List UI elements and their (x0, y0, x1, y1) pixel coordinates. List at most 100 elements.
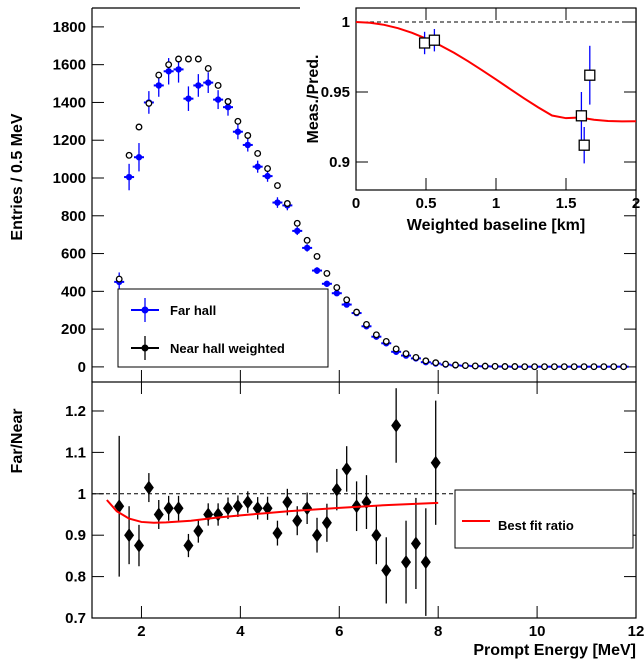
spectrum-series-1-point (224, 98, 232, 105)
spectrum-series-1-point (274, 182, 281, 190)
spectrum-series-1-point (184, 55, 192, 63)
spectrum-ytick-label: 1000 (53, 170, 86, 187)
spectrum-series-0-point (195, 82, 202, 89)
spectrum-series-1-point (382, 337, 390, 345)
spectrum-series-1-point (363, 320, 370, 328)
spectrum-series-1-point (481, 362, 489, 370)
ratio-ytick-label: 1 (78, 486, 86, 503)
inset-series-0-point (428, 34, 441, 46)
spectrum-ytick-label: 800 (61, 208, 86, 225)
spectrum-series-0-point (294, 227, 301, 235)
spectrum-series-0-point (333, 290, 340, 297)
ratio-series-0-point (430, 455, 441, 470)
spectrum-series-0-point (214, 96, 222, 103)
spectrum-series-0-point (264, 172, 271, 180)
ratio-panel: 0.7 0.8 0.9 1 1.1 1.2 2 4 6 8 10 12 Far/Near Prompt E… (9, 381, 644, 659)
spectrum-series-0-point (313, 267, 321, 274)
spectrum-series-1-point (323, 269, 331, 277)
ratio-series-0-point (331, 482, 342, 497)
spectrum-series-1-point (283, 200, 291, 207)
spectrum-series-1-point (293, 219, 301, 227)
ratio-series-0-point (410, 536, 421, 551)
spectrum-series-1-point (353, 308, 361, 316)
spectrum-series-1-point (194, 55, 202, 63)
ratio-series-1-line (106, 499, 439, 524)
ratio-series-0-point (371, 528, 382, 543)
ratio-series-0-point (153, 507, 164, 522)
spectrum-series-1-point (442, 360, 450, 368)
spectrum-series-1-point (125, 151, 133, 159)
ratio-ytick-label: 1.2 (65, 403, 86, 420)
inset-xtick-label: 0.5 (416, 195, 437, 212)
spectrum-series-1-point (461, 362, 469, 370)
spectrum-series-0-point (224, 103, 232, 111)
spectrum-series-1-point (333, 284, 341, 292)
inset-ylabel: Meas./Pred. (305, 55, 322, 144)
inset-xtick-label: 1 (492, 195, 500, 212)
spectrum-series-1-point (521, 363, 529, 371)
spectrum-series-1-point (135, 123, 143, 131)
ratio-xtick-label: 2 (137, 623, 145, 640)
spectrum-series-1-point (560, 363, 568, 371)
inset-xtick-label: 1.5 (556, 195, 577, 212)
ratio-series-0-point (391, 418, 402, 433)
ratio-series-0-point (124, 528, 135, 543)
ratio-series-0-point (232, 499, 243, 514)
spectrum-series-0-point (303, 244, 311, 252)
spectrum-ytick-label: 400 (61, 283, 86, 300)
inset-series-0-point (578, 139, 590, 151)
ratio-series-0-point (312, 528, 323, 543)
spectrum-series-1-point (570, 363, 578, 371)
spectrum-series-1-point (115, 275, 123, 283)
spectrum-series-1-point (303, 236, 311, 244)
ratio-xtick-label: 4 (236, 623, 245, 640)
ratio-series-0-point (143, 480, 154, 495)
ratio-frame (91, 381, 637, 619)
spectrum-ytick-label: 600 (61, 246, 86, 263)
ratio-series-0-point (321, 515, 332, 530)
ratio-series-0-point (252, 501, 263, 516)
spectrum-series-0-point (244, 141, 251, 149)
spectrum-series-1-point (402, 350, 410, 358)
ratio-ytick-label: 0.9 (65, 527, 86, 544)
inset-series-0-point (575, 110, 588, 122)
spectrum-ylabel: Entries / 0.5 MeV (9, 113, 26, 240)
spectrum-ytick-label: 1200 (53, 132, 86, 149)
ratio-legend-label: Best fit ratio (498, 518, 574, 533)
ratio-ylabel: Far/Near (9, 409, 26, 474)
legend-1-marker (141, 344, 149, 352)
ratio-series-0-point (401, 555, 412, 570)
ratio-series-0-point (381, 563, 392, 578)
spectrum-series-0-point (165, 68, 172, 75)
spectrum-series-1-point (234, 117, 242, 125)
spectrum-series-1-point (452, 361, 459, 369)
inset-xlabel: Weighted baseline [km] (407, 217, 585, 234)
spectrum-series-1-point (531, 363, 539, 371)
ratio-series-0-point (262, 501, 273, 516)
ratio-series-0-point (183, 538, 194, 553)
spectrum-series-1-point (580, 363, 588, 371)
spectrum-series-1-point (432, 359, 440, 367)
spectrum-series-1-point (471, 362, 479, 370)
spectrum-series-1-point (175, 55, 182, 63)
inset-xtick-label: 0 (352, 195, 360, 212)
spectrum-series-1-point (600, 363, 608, 371)
inset-xtick-label: 2 (632, 195, 640, 212)
spectrum-series-1-point (343, 296, 351, 304)
spectrum-series-1-point (165, 61, 173, 69)
spectrum-series-1-point (313, 252, 321, 260)
ratio-xtick-label: 8 (434, 623, 442, 640)
spectrum-series-0-point (274, 199, 281, 206)
ratio-xtick-label: 12 (628, 623, 644, 640)
spectrum-series-0-point (343, 301, 350, 308)
spectrum-ytick-label: 1400 (53, 94, 86, 111)
inset-frame (355, 7, 637, 191)
spectrum-series-1-point (254, 149, 262, 157)
inset-panel: 0.9 0.95 1 0 0.5 1 1.5 2 Meas./Pred. Weighted bas… (305, 7, 640, 234)
legends: Far hall Near hall weighted Best fit ratio (117, 288, 634, 549)
ratio-series-0-point (272, 526, 283, 541)
spectrum-series-0-point (254, 163, 261, 170)
spectrum-series-0-point (234, 128, 242, 135)
ratio-series-0-point (302, 501, 313, 516)
